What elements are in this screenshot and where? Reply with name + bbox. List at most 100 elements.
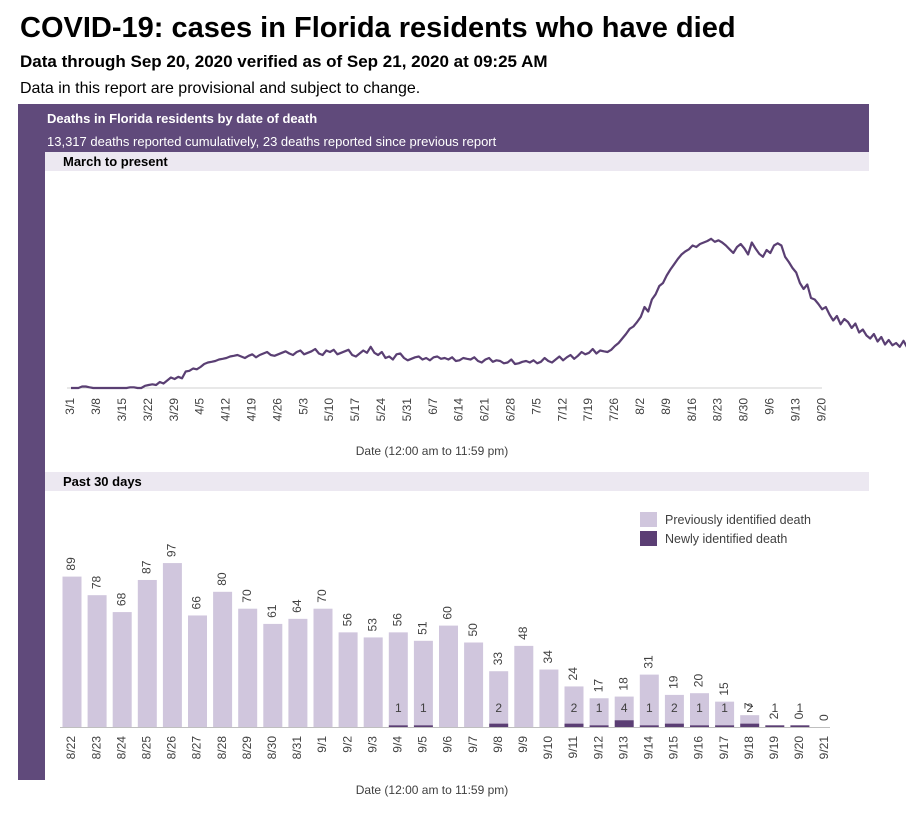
bar-x-tick-label: 8/26 bbox=[165, 736, 179, 760]
line-x-tick-label: 7/12 bbox=[555, 398, 569, 422]
bar-x-tick-label: 9/2 bbox=[340, 736, 354, 753]
line-x-tick-label: 5/3 bbox=[296, 398, 310, 415]
bar-x-tick-label: 9/17 bbox=[717, 736, 731, 760]
section-label-bars: Past 30 days bbox=[63, 474, 142, 489]
bar-x-tick-label: 8/24 bbox=[114, 736, 128, 760]
bar-total-label: 0 bbox=[817, 714, 831, 721]
line-x-tick-label: 6/7 bbox=[426, 398, 440, 415]
bar-total-label: 19 bbox=[667, 675, 681, 689]
line-chart: 3/1 3/8 3/15 3/22 3/29 4/5 4/12 4/19 4/26 5/3 5/10… bbox=[63, 237, 906, 458]
bar-total-label: 70 bbox=[315, 589, 329, 603]
bar-total-label: 64 bbox=[290, 599, 304, 613]
bar-previous bbox=[664, 694, 684, 724]
line-x-tick-label: 9/6 bbox=[762, 398, 776, 415]
panel-title: Deaths in Florida residents by date of d… bbox=[47, 111, 318, 126]
bar-new-label: 1 bbox=[420, 701, 427, 715]
bar-previous bbox=[388, 632, 408, 726]
bar-total-label: 56 bbox=[340, 613, 354, 627]
bar-x-tick-label: 8/23 bbox=[89, 736, 103, 760]
bar-new bbox=[740, 723, 760, 727]
bar-previous bbox=[263, 623, 283, 727]
bar-previous bbox=[363, 637, 383, 727]
bar-previous bbox=[137, 579, 157, 727]
line-x-tick-label: 3/1 bbox=[63, 398, 77, 415]
bar-previous bbox=[614, 696, 634, 721]
bar-new bbox=[690, 725, 709, 727]
bar-new-label: 2 bbox=[746, 701, 753, 715]
line-x-tick-label: 6/21 bbox=[478, 398, 492, 422]
bar-total-label: 68 bbox=[114, 592, 128, 606]
bar-x-tick-label: 9/5 bbox=[416, 736, 430, 753]
bar-new-label: 1 bbox=[596, 701, 603, 715]
legend-label-new: Newly identified death bbox=[665, 532, 787, 546]
line-x-tick-label: 8/9 bbox=[659, 398, 673, 415]
bar-x-tick-label: 9/1 bbox=[315, 736, 329, 753]
line-x-tick-label: 3/8 bbox=[89, 398, 103, 415]
line-x-tick-label: 3/22 bbox=[141, 398, 155, 422]
line-x-tick-label: 4/5 bbox=[193, 398, 207, 415]
line-x-tick-label: 9/20 bbox=[814, 398, 828, 422]
bar-new-label: 1 bbox=[797, 701, 804, 715]
bar-total-label: 97 bbox=[165, 543, 179, 557]
bar-total-label: 34 bbox=[541, 650, 555, 664]
bar-previous bbox=[238, 608, 258, 727]
line-x-tick-label: 5/17 bbox=[348, 398, 362, 422]
bar-previous bbox=[715, 701, 735, 726]
bar-previous bbox=[188, 615, 207, 727]
legend-label-previous: Previously identified death bbox=[665, 513, 811, 527]
line-x-tick-label: 3/29 bbox=[167, 398, 181, 422]
bar-x-tick-label: 9/19 bbox=[767, 736, 781, 760]
bar-new bbox=[564, 723, 584, 727]
bar-previous bbox=[539, 669, 559, 727]
bar-new-label: 1 bbox=[721, 701, 728, 715]
bar-previous bbox=[589, 698, 609, 726]
bar-x-tick-label: 8/22 bbox=[64, 736, 78, 760]
bar-previous bbox=[162, 563, 182, 727]
bar-total-label: 48 bbox=[516, 626, 530, 640]
bar-x-tick-label: 9/20 bbox=[792, 736, 806, 760]
bar-total-label: 78 bbox=[89, 576, 103, 590]
bar-previous bbox=[338, 632, 358, 727]
bar-total-label: 50 bbox=[466, 623, 480, 637]
bar-total-label: 2 bbox=[767, 712, 781, 719]
bar-total-label: 24 bbox=[566, 667, 580, 681]
bar-new bbox=[489, 723, 509, 727]
bar-x-tick-label: 9/21 bbox=[817, 736, 831, 760]
bar-x-tick-label: 8/31 bbox=[290, 736, 304, 760]
bar-x-tick-label: 9/12 bbox=[591, 736, 605, 760]
bar-new bbox=[790, 725, 810, 727]
bar-total-label: 33 bbox=[491, 652, 505, 666]
bar-x-tick-label: 8/27 bbox=[190, 736, 204, 760]
bar-total-label: 0 bbox=[792, 712, 806, 719]
bar-x-tick-label: 9/9 bbox=[516, 736, 530, 753]
line-x-tick-label: 5/31 bbox=[400, 398, 414, 422]
bar-new-label: 1 bbox=[771, 701, 778, 715]
section-bar-bars bbox=[45, 472, 869, 491]
bar-x-tick-label: 9/11 bbox=[566, 736, 580, 759]
bar-new-label: 2 bbox=[495, 701, 502, 715]
bar-new-label: 2 bbox=[571, 701, 578, 715]
bar-previous bbox=[213, 591, 233, 727]
bar-new bbox=[413, 725, 433, 727]
line-x-tick-label: 8/2 bbox=[633, 398, 647, 415]
line-x-tick-label: 8/30 bbox=[737, 398, 751, 422]
line-x-tick-label: 7/26 bbox=[607, 398, 621, 422]
bar-x-tick-label: 9/4 bbox=[390, 736, 404, 753]
bar-new-label: 4 bbox=[621, 701, 628, 715]
bar-new bbox=[715, 725, 735, 727]
bar-total-label: 70 bbox=[240, 589, 254, 603]
bar-total-label: 80 bbox=[215, 572, 229, 586]
bar-total-label: 18 bbox=[616, 677, 630, 691]
bar-x-tick-label: 8/25 bbox=[139, 736, 153, 760]
bar-x-tick-label: 9/15 bbox=[667, 736, 681, 760]
bar-new bbox=[639, 725, 659, 727]
bar-x-tick-label: 9/8 bbox=[491, 736, 505, 753]
bar-new bbox=[388, 725, 408, 727]
line-x-tick-label: 8/23 bbox=[711, 398, 725, 422]
bar-new-label: 1 bbox=[696, 701, 703, 715]
bar-previous bbox=[87, 595, 107, 727]
bar-chart: 89 8/22 78 8/23 68 8/24 87 8/25 97 8/26 66 8/27 80 8/… bbox=[60, 512, 831, 797]
bar-total-label: 61 bbox=[265, 604, 279, 618]
legend-swatch-new bbox=[640, 531, 657, 546]
bar-previous bbox=[288, 618, 308, 727]
